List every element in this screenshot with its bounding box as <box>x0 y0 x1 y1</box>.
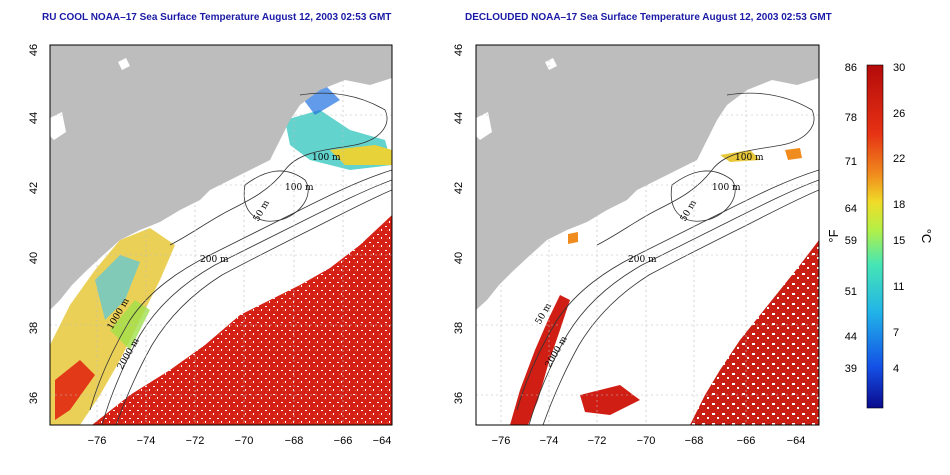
left-lat-42: 42 <box>28 182 40 194</box>
right-lon-axis: −76 −74 −72 −70 −68 −66 −64 <box>492 435 806 447</box>
left-lake <box>118 58 130 70</box>
left-map-frame <box>49 44 393 426</box>
right-warm-nearshore <box>510 295 570 425</box>
c-tick-11: 11 <box>893 281 904 293</box>
right-lake <box>545 58 557 70</box>
right-lon-64: −64 <box>787 435 806 447</box>
right-orange-patch-2 <box>785 148 802 160</box>
left-lat-38: 38 <box>28 322 40 334</box>
right-contour-2000m <box>542 189 819 425</box>
f-tick-39: 39 <box>845 363 857 375</box>
right-lat-axis: 46 44 42 40 38 36 <box>453 44 465 404</box>
left-lat-36: 36 <box>28 392 40 404</box>
c-tick-22: 22 <box>893 153 905 165</box>
left-lake-2 <box>50 112 66 140</box>
left-lon-66: −66 <box>334 435 353 447</box>
left-map-title: RU COOL NOAA–17 Sea Surface Temperature … <box>42 12 392 23</box>
left-contour-label-100m-b: 100 m <box>285 183 314 193</box>
left-contour-label-200m: 200 m <box>200 255 229 265</box>
right-lat-46: 46 <box>453 44 465 56</box>
left-map: 100 m 100 m 50 m 200 m 1000 m 2000 m <box>28 44 393 447</box>
c-tick-7: 7 <box>893 327 899 339</box>
right-lon-74: −74 <box>540 435 559 447</box>
c-tick-30: 30 <box>893 62 905 74</box>
left-lon-64: −64 <box>373 435 392 447</box>
right-map-title: DECLOUDED NOAA–17 Sea Surface Temperatur… <box>465 12 832 23</box>
right-map-frame <box>475 44 820 426</box>
right-lon-68: −68 <box>685 435 704 447</box>
f-tick-78: 78 <box>845 112 857 124</box>
left-contour-2000m <box>115 189 392 425</box>
right-lat-38: 38 <box>453 322 465 334</box>
left-lon-axis: −76 −74 −72 −70 −68 −66 −64 <box>88 435 392 447</box>
colorbar-celsius-ticks: 30 26 22 18 15 11 7 4 <box>893 62 905 375</box>
right-lat-40: 40 <box>453 252 465 264</box>
left-cool-patch-1 <box>95 255 140 320</box>
left-lat-axis: 46 44 42 40 38 36 <box>28 44 40 404</box>
left-contour-100m <box>169 92 388 246</box>
right-contour-georges <box>670 170 736 222</box>
f-tick-51: 51 <box>845 286 857 298</box>
left-land <box>50 45 392 310</box>
right-contour-1000m <box>528 179 819 425</box>
f-tick-86: 86 <box>845 62 857 74</box>
right-lon-66: −66 <box>737 435 756 447</box>
right-lat-44: 44 <box>453 112 465 124</box>
left-lon-70: −70 <box>235 435 254 447</box>
c-tick-18: 18 <box>893 199 905 211</box>
left-lon-76: −76 <box>88 435 107 447</box>
right-lon-70: −70 <box>637 435 656 447</box>
left-warm-nearshore <box>55 360 95 420</box>
c-tick-26: 26 <box>893 108 905 120</box>
colorbar-gradient <box>866 64 884 409</box>
left-contour-georges <box>243 170 309 222</box>
left-lon-68: −68 <box>285 435 304 447</box>
right-orange-patch <box>568 232 578 244</box>
right-contour-label-100m-b: 100 m <box>712 183 741 193</box>
right-warm-water <box>690 240 819 425</box>
left-lon-72: −72 <box>186 435 205 447</box>
c-tick-15: 15 <box>893 235 905 247</box>
left-lat-46: 46 <box>28 44 40 56</box>
right-lake-2 <box>476 112 492 140</box>
colorbar-fahrenheit-ticks: 86 78 71 64 59 51 44 39 <box>845 62 857 375</box>
left-warm-water <box>92 215 392 425</box>
right-lon-76: −76 <box>492 435 511 447</box>
right-contour-label-100m-a: 100 m <box>735 153 764 163</box>
left-lon-74: −74 <box>137 435 156 447</box>
left-lat-44: 44 <box>28 112 40 124</box>
c-tick-4: 4 <box>893 363 899 375</box>
right-lon-72: −72 <box>588 435 607 447</box>
right-contour-100m <box>596 92 815 246</box>
right-map: 100 m 100 m 50 m 200 m 50 m 2000 m 4 <box>453 44 820 447</box>
right-warm-patch-1 <box>580 385 640 415</box>
right-land <box>476 45 819 310</box>
colorbar: 86 78 71 64 59 51 44 39 30 26 22 18 15 1… <box>826 62 934 409</box>
left-contour-1000m <box>101 179 392 425</box>
left-lat-40: 40 <box>28 252 40 264</box>
f-tick-71: 71 <box>845 156 857 168</box>
celsius-unit-label: °C <box>919 229 934 244</box>
right-grid <box>476 45 819 425</box>
f-tick-44: 44 <box>845 331 857 343</box>
fahrenheit-unit-label: °F <box>826 229 841 242</box>
right-contour-label-200m: 200 m <box>628 255 657 265</box>
f-tick-64: 64 <box>845 203 857 215</box>
right-lat-36: 36 <box>453 392 465 404</box>
left-contour-label-100m-a: 100 m <box>312 153 341 163</box>
left-gom-yellow <box>330 145 392 165</box>
right-lat-42: 42 <box>453 182 465 194</box>
f-tick-59: 59 <box>845 235 857 247</box>
left-grid <box>50 45 392 425</box>
right-yellow-patch <box>720 150 760 162</box>
